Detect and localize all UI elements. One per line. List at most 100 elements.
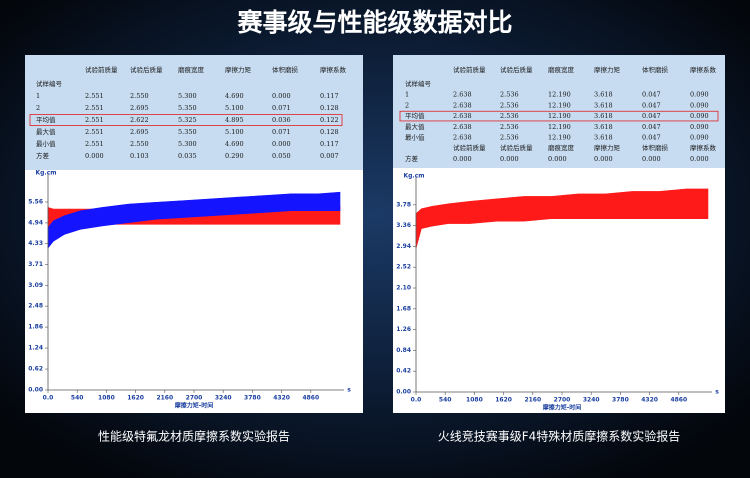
table-cell: 4.690	[225, 92, 244, 100]
x-tick-label: 1080	[98, 395, 115, 402]
table-cell: 0.007	[320, 152, 339, 160]
x-unit: s	[347, 387, 351, 394]
table-cell: 试验后质量	[500, 143, 533, 152]
table-cell: 12.190	[548, 134, 571, 142]
x-tick-label: 1620	[127, 395, 144, 402]
table-cell: 最大值	[405, 122, 425, 131]
table-cell: 0.035	[178, 152, 197, 160]
table-cell: 0.103	[130, 152, 149, 160]
slide-title: 赛事级与性能级数据对比	[236, 8, 512, 37]
y-tick-label: 2.10	[396, 285, 411, 292]
x-tick-label: 2160	[524, 397, 541, 404]
table-cell: 0.047	[642, 123, 661, 131]
table-cell: 2	[405, 101, 409, 109]
table-cell: 12.190	[548, 91, 571, 99]
table-cell: 12.190	[548, 123, 571, 131]
table-cell: 2.536	[500, 112, 519, 120]
y-tick-label: 0.62	[28, 366, 43, 373]
table-bg	[25, 55, 363, 170]
table-cell: 平均值	[405, 111, 425, 120]
table-header: 体积磨损	[272, 65, 299, 74]
table-header: 磨痕宽度	[178, 65, 205, 74]
table-cell: 0.000	[272, 92, 291, 100]
y-unit: Kg.cm	[403, 173, 424, 180]
table-cell: 5.350	[178, 128, 197, 136]
x-tick-label: 3240	[215, 395, 232, 402]
table-cell: 2.638	[453, 134, 472, 142]
y-tick-label: 3.71	[28, 261, 43, 268]
range-band	[47, 191, 341, 249]
x-tick-label: 1620	[495, 397, 512, 404]
table-cell: 2.551	[85, 140, 104, 148]
table-cell: 0.047	[642, 134, 661, 142]
table-cell: 平均值	[36, 115, 56, 124]
range-band	[415, 188, 709, 249]
table-cell: 3.618	[594, 101, 613, 109]
table-cell: 2.536	[500, 123, 519, 131]
table-cell: 0.128	[320, 128, 339, 136]
table-cell: 0.047	[642, 91, 661, 99]
table-cell: 2.551	[85, 104, 104, 112]
table-cell: 0.000	[272, 140, 291, 148]
y-tick-label: 1.24	[28, 345, 43, 352]
table-cell: 试样编号	[405, 79, 432, 88]
table-cell: 2.551	[85, 128, 104, 136]
highlight-box	[29, 114, 343, 126]
y-tick-label: 2.94	[396, 243, 411, 250]
table-cell: 3.618	[594, 134, 613, 142]
y-tick-label: 2.52	[396, 264, 411, 271]
highlight-box	[399, 110, 719, 122]
y-tick-label: 1.86	[28, 324, 43, 331]
x-axis-title: 摩擦力矩-时间	[174, 402, 214, 410]
table-cell: 3.618	[594, 112, 613, 120]
y-tick-label: 4.94	[28, 219, 43, 226]
y-tick-label: 1.26	[396, 326, 411, 333]
table-cell: 5.100	[225, 128, 244, 136]
table-cell: 2.638	[453, 112, 472, 120]
x-tick-label: 0.0	[43, 395, 54, 402]
table-header: 试验前质量	[85, 65, 118, 74]
y-tick-label: 0.84	[396, 347, 411, 354]
table-header: 试验前质量	[453, 65, 486, 74]
x-tick-label: 3780	[244, 395, 261, 402]
table-cell: 最大值	[36, 127, 56, 136]
table-cell: 12.190	[548, 101, 571, 109]
table-header: 体积磨损	[642, 65, 669, 74]
table-cell: 5.100	[225, 104, 244, 112]
x-tick-label: 540	[439, 397, 452, 404]
table-cell: 0.000	[85, 152, 104, 160]
x-tick-label: 2160	[156, 395, 173, 402]
table-cell: 0.047	[642, 101, 661, 109]
table-cell: 试样编号	[36, 79, 63, 88]
table-cell: 最小值	[405, 133, 425, 142]
y-tick-label: 0.00	[28, 387, 43, 394]
x-tick-label: 4860	[302, 395, 319, 402]
table-cell: 0.090	[690, 101, 709, 109]
table-header: 试验后质量	[500, 65, 533, 74]
x-tick-label: 1080	[466, 397, 483, 404]
x-tick-label: 4320	[273, 395, 290, 402]
table-cell: 2.550	[130, 92, 149, 100]
table-cell: 0.090	[690, 112, 709, 120]
y-tick-label: 3.78	[396, 201, 411, 208]
y-tick-label: 1.68	[396, 305, 411, 312]
y-tick-label: 0.42	[396, 368, 411, 375]
table-cell: 0.122	[320, 116, 339, 124]
table-header: 试验后质量	[130, 65, 163, 74]
table-cell: 0.090	[690, 91, 709, 99]
caption: 火线竞技赛事级F4特殊材质摩擦系数实验报告	[438, 429, 681, 444]
table-cell: 0.050	[272, 152, 291, 160]
y-unit: Kg.cm	[35, 170, 56, 177]
table-cell: 0.000	[500, 155, 519, 163]
table-cell: 5.350	[178, 104, 197, 112]
table-cell: 0.000	[594, 155, 613, 163]
table-cell: 方差	[36, 151, 50, 160]
table-cell: 2.551	[85, 116, 104, 124]
table-header: 摩擦力矩	[225, 65, 252, 74]
y-tick-label: 3.36	[396, 222, 411, 229]
table-cell: 0.036	[272, 116, 291, 124]
x-tick-label: 3780	[612, 397, 629, 404]
table-cell: 2.536	[500, 91, 519, 99]
table-header: 摩擦系数	[320, 65, 347, 74]
